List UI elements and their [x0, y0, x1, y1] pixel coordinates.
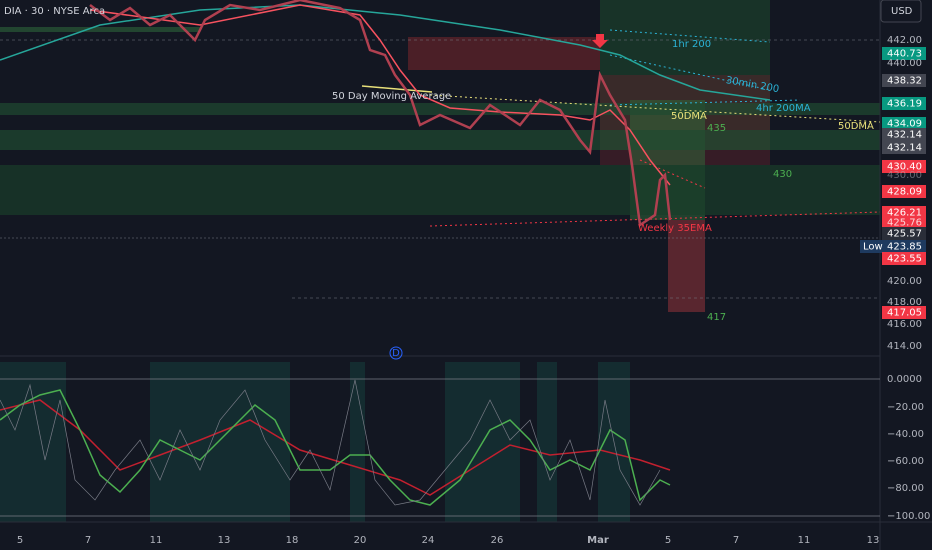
symbol: DIA · 30 · NYSE Arca	[4, 6, 105, 17]
label: 417	[707, 312, 726, 323]
raw-line	[0, 379, 661, 506]
label: Weekly 35EMA	[638, 223, 712, 234]
zone	[0, 27, 200, 32]
currency: USD	[891, 6, 913, 17]
label: 7	[85, 535, 91, 546]
label: 416.00	[887, 319, 922, 330]
zone	[0, 103, 880, 115]
ema	[89, 4, 671, 186]
label: 432.14	[887, 143, 922, 154]
label: 50DMA	[671, 111, 707, 122]
label: 425.76	[887, 218, 922, 229]
label: 18	[286, 535, 299, 546]
label: −40.00	[887, 429, 924, 440]
trend-line	[609, 29, 771, 43]
zones	[0, 0, 880, 312]
slow-line	[0, 399, 671, 496]
label: −80.00	[887, 483, 924, 494]
label: 50DMA	[838, 121, 874, 132]
fast-line	[0, 389, 671, 506]
label: 5	[17, 535, 23, 546]
indicator-axis: 0.0000 −20.00 −40.00 −60.00 −80.00 −100.…	[887, 374, 930, 522]
trend-line	[429, 94, 881, 123]
label: 425.57	[887, 229, 922, 240]
label: 423.55	[887, 254, 922, 265]
label: Mar	[587, 535, 609, 546]
label: −100.00	[887, 511, 930, 522]
event-icon	[389, 346, 403, 360]
label: 11	[150, 535, 163, 546]
label: 440.73	[887, 49, 922, 60]
label: 432.14	[887, 130, 922, 141]
label: 430.40	[887, 162, 922, 173]
label: 414.00	[887, 341, 922, 352]
label: 440.00	[887, 58, 922, 69]
label: −20.00	[887, 402, 924, 413]
label: Low	[863, 242, 883, 253]
label: 26	[491, 535, 504, 546]
label: 436.19	[887, 99, 922, 110]
label: 7	[733, 535, 739, 546]
zone	[0, 165, 880, 215]
label: 434.09	[887, 119, 922, 130]
trend-line	[429, 211, 881, 227]
label: 418.00	[887, 297, 922, 308]
label: 442.00	[887, 35, 922, 46]
label: 24	[422, 535, 435, 546]
label: 417.05	[887, 308, 922, 319]
label: 438.32	[887, 76, 922, 87]
trend-line	[609, 54, 771, 91]
label: 20	[354, 535, 367, 546]
label: 1hr 200	[672, 39, 711, 50]
label: 13	[218, 535, 231, 546]
label: 13	[867, 535, 880, 546]
label: 0.0000	[887, 374, 922, 385]
indicator-zones	[0, 362, 630, 522]
price-badges	[860, 0, 926, 319]
label: 430.00	[887, 170, 922, 181]
zone	[408, 37, 600, 70]
ma-marker	[361, 85, 433, 93]
time-axis: 5 7 11 13 18 20 24 26 Mar 5 7 11 13	[17, 535, 880, 546]
trend-line	[609, 99, 801, 106]
label: 11	[798, 535, 811, 546]
label: 420.00	[887, 276, 922, 287]
price	[89, 0, 672, 228]
trend-line	[639, 159, 706, 189]
arrow	[592, 34, 608, 48]
label: 426.21	[887, 208, 922, 219]
label: −60.00	[887, 456, 924, 467]
zone	[0, 130, 880, 150]
ma-200	[0, 4, 771, 101]
label: 430	[773, 169, 792, 180]
event-marker: D	[392, 348, 400, 359]
label: 4hr 200MA	[756, 103, 811, 114]
label: 435	[707, 123, 726, 134]
label: 50 Day Moving Average	[332, 91, 451, 102]
label: 5	[665, 535, 671, 546]
zone	[668, 220, 705, 312]
label: 423.85	[887, 242, 922, 253]
price-axis: 442.00 440.73 440.00 438.32 436.19 434.0…	[863, 35, 922, 352]
label: 428.09	[887, 187, 922, 198]
